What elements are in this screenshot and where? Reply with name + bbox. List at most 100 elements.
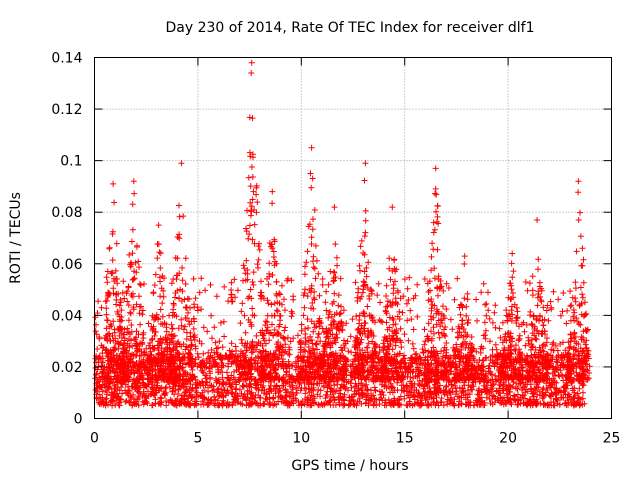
data-point bbox=[335, 302, 342, 309]
data-point bbox=[277, 291, 284, 298]
data-point bbox=[135, 389, 142, 396]
data-point bbox=[526, 396, 533, 403]
data-point bbox=[361, 233, 368, 240]
data-point bbox=[104, 279, 111, 286]
data-point bbox=[225, 363, 232, 370]
data-point bbox=[360, 278, 367, 285]
data-point bbox=[130, 276, 137, 283]
data-point bbox=[579, 245, 586, 252]
data-point bbox=[155, 400, 162, 407]
data-point bbox=[182, 255, 189, 262]
data-point bbox=[464, 296, 471, 303]
data-point bbox=[431, 226, 438, 233]
y-axis-label: ROTI / TECUs bbox=[8, 192, 24, 284]
data-point bbox=[357, 267, 363, 274]
data-point bbox=[487, 370, 494, 377]
data-point bbox=[524, 287, 531, 294]
data-point bbox=[131, 190, 138, 197]
data-point bbox=[452, 391, 459, 398]
data-point bbox=[265, 281, 272, 288]
data-point bbox=[281, 296, 287, 303]
data-point bbox=[170, 300, 177, 307]
data-point bbox=[319, 281, 326, 288]
data-point bbox=[409, 340, 416, 347]
data-point bbox=[336, 311, 343, 318]
data-point bbox=[155, 222, 162, 229]
data-point bbox=[103, 274, 110, 281]
data-point bbox=[295, 399, 302, 405]
data-point bbox=[575, 178, 582, 185]
data-point bbox=[224, 369, 230, 376]
data-point bbox=[254, 261, 261, 268]
data-point bbox=[219, 344, 226, 351]
chart-title: Day 230 of 2014, Rate Of TEC Index for r… bbox=[166, 20, 535, 36]
data-point bbox=[317, 393, 324, 400]
data-point bbox=[571, 389, 578, 396]
data-point bbox=[440, 353, 446, 360]
data-point bbox=[396, 308, 403, 315]
data-point bbox=[454, 275, 461, 282]
data-point bbox=[249, 115, 256, 122]
data-point bbox=[180, 213, 187, 220]
data-point bbox=[432, 185, 439, 192]
data-point bbox=[266, 260, 273, 267]
data-point bbox=[157, 265, 164, 271]
data-point bbox=[572, 279, 579, 286]
data-point bbox=[109, 257, 116, 264]
data-point bbox=[304, 396, 310, 403]
data-point bbox=[305, 325, 312, 331]
data-point bbox=[430, 229, 437, 236]
data-point bbox=[205, 396, 212, 403]
data-point bbox=[302, 286, 308, 293]
data-point bbox=[312, 275, 319, 282]
data-point bbox=[407, 307, 414, 314]
data-point bbox=[483, 394, 490, 401]
data-point bbox=[522, 342, 529, 349]
data-point bbox=[207, 374, 214, 381]
data-point bbox=[394, 387, 401, 394]
data-point bbox=[461, 295, 468, 302]
data-point bbox=[255, 256, 262, 263]
data-point bbox=[263, 391, 270, 398]
data-point bbox=[270, 254, 277, 260]
data-point bbox=[348, 384, 355, 391]
data-point bbox=[113, 240, 120, 247]
data-point bbox=[93, 321, 99, 328]
data-point bbox=[411, 392, 418, 399]
data-point bbox=[279, 282, 285, 289]
data-point bbox=[229, 389, 236, 396]
data-point bbox=[353, 313, 360, 320]
data-point bbox=[301, 304, 308, 311]
data-point bbox=[250, 281, 257, 288]
data-point bbox=[130, 178, 137, 185]
data-point bbox=[240, 277, 246, 284]
data-point bbox=[303, 259, 310, 266]
data-point bbox=[439, 357, 446, 364]
data-point bbox=[282, 386, 289, 393]
data-point bbox=[361, 177, 368, 184]
data-point bbox=[453, 388, 460, 395]
data-point bbox=[461, 261, 468, 267]
data-point bbox=[410, 345, 417, 352]
data-point bbox=[314, 380, 321, 387]
data-point bbox=[582, 312, 588, 318]
data-point bbox=[246, 114, 253, 121]
data-point bbox=[241, 312, 248, 319]
data-point bbox=[461, 253, 468, 260]
data-point bbox=[136, 293, 142, 300]
data-point bbox=[375, 359, 382, 366]
data-point bbox=[247, 381, 254, 388]
data-point bbox=[246, 222, 253, 229]
data-point bbox=[179, 277, 186, 284]
data-point bbox=[361, 313, 368, 320]
data-point bbox=[221, 283, 228, 290]
data-point bbox=[220, 380, 227, 387]
data-point bbox=[157, 306, 164, 313]
data-point bbox=[262, 318, 269, 325]
data-point bbox=[443, 340, 450, 346]
data-point bbox=[433, 208, 439, 215]
data-point bbox=[199, 379, 206, 386]
data-points bbox=[92, 59, 593, 409]
data-point bbox=[243, 257, 250, 264]
